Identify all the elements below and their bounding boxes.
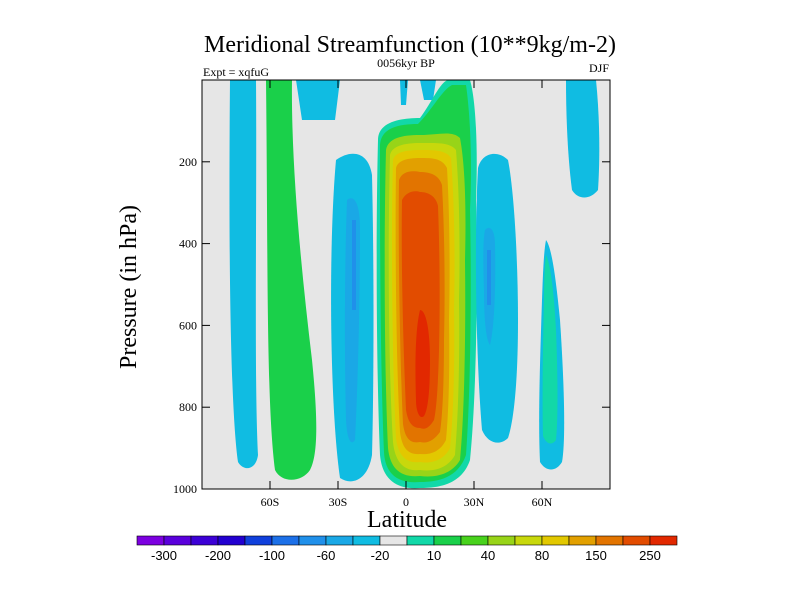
x-axis: 60S 30S 0 30N 60N — [261, 80, 553, 509]
cell-north-negative — [475, 153, 518, 443]
colorbar-swatch — [163, 535, 192, 546]
colorbar-label: 80 — [535, 548, 549, 563]
colorbar-label: 150 — [585, 548, 607, 563]
contour-layer — [229, 80, 600, 489]
cell-south-high-lat — [229, 80, 258, 469]
colorbar-swatch — [217, 535, 246, 546]
x-tick-label: 30N — [464, 495, 485, 509]
colorbar-swatch — [406, 535, 435, 546]
cell-hadley-main — [376, 80, 477, 489]
colorbar-swatch — [622, 535, 651, 546]
experiment-label: Expt = xqfuG — [203, 65, 269, 79]
y-axis-label: Pressure (in hPa) — [116, 205, 142, 369]
colorbar-label: -20 — [371, 548, 390, 563]
cell-south-negative — [331, 153, 374, 482]
colorbar-swatch — [298, 535, 327, 546]
colorbar-swatch — [460, 535, 489, 546]
season-label: DJF — [589, 61, 609, 75]
y-tick-label: 1000 — [173, 482, 197, 496]
colorbar-swatch — [379, 535, 408, 546]
colorbar-label: -200 — [205, 548, 231, 563]
y-tick-label: 400 — [179, 237, 197, 251]
colorbar-swatch — [433, 535, 462, 546]
colorbar-swatch — [244, 535, 273, 546]
x-axis-label: Latitude — [367, 507, 447, 533]
colorbar-swatch — [271, 535, 300, 546]
y-tick-label: 800 — [179, 400, 197, 414]
colorbar: -300 -200 -100 -60 -20 10 40 80 150 250 — [136, 535, 678, 563]
colorbar-label: 250 — [639, 548, 661, 563]
x-tick-label: 60N — [532, 495, 553, 509]
colorbar-swatch — [568, 535, 597, 546]
colorbar-swatch — [325, 535, 354, 546]
colorbar-swatch — [352, 535, 381, 546]
time-label: 0056kyr BP — [377, 56, 435, 70]
colorbar-swatch — [649, 535, 678, 546]
x-tick-label: 60S — [261, 495, 280, 509]
colorbar-swatch — [595, 535, 624, 546]
colorbar-label: -300 — [151, 548, 177, 563]
y-tick-label: 200 — [179, 155, 197, 169]
x-tick-label: 30S — [329, 495, 348, 509]
y-tick-label: 600 — [179, 318, 197, 332]
colorbar-swatch — [487, 535, 516, 546]
colorbar-swatch — [541, 535, 570, 546]
colorbar-label: -100 — [259, 548, 285, 563]
cell-north-high-lat — [539, 240, 565, 470]
x-tick-label: 0 — [403, 495, 409, 509]
colorbar-swatch — [514, 535, 543, 546]
y-axis: 200 400 600 800 1000 — [173, 155, 610, 496]
cell-north-polar — [566, 80, 600, 198]
colorbar-label: 40 — [481, 548, 495, 563]
cell-south-mid-lat — [262, 80, 340, 480]
chart-title: Meridional Streamfunction (10**9kg/m-2) — [204, 32, 616, 58]
colorbar-swatch — [190, 535, 219, 546]
colorbar-label: -60 — [317, 548, 336, 563]
colorbar-label: 10 — [427, 548, 441, 563]
colorbar-swatch — [136, 535, 165, 546]
